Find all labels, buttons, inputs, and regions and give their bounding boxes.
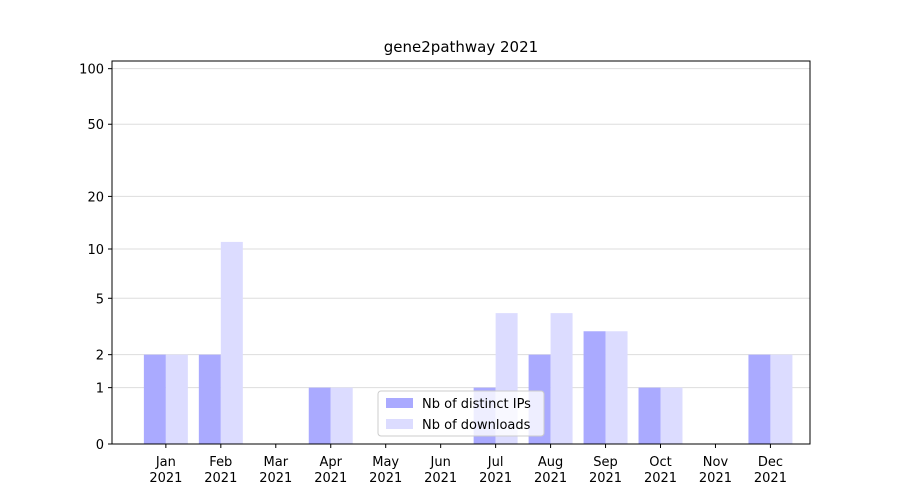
x-tick-label: Nov 2021 [699, 455, 732, 486]
x-tick-label: Dec 2021 [754, 455, 787, 486]
bar [605, 331, 628, 444]
bar [330, 387, 353, 444]
bar [583, 331, 606, 444]
x-tick-label: May 2021 [369, 455, 402, 486]
bar [220, 241, 243, 444]
x-tick-label: Mar 2021 [259, 455, 292, 486]
bar [165, 354, 188, 444]
legend-label: Nb of downloads [422, 418, 531, 433]
legend-box [377, 390, 545, 437]
bar [748, 354, 771, 444]
bar [198, 354, 221, 444]
x-tick-label: Aug 2021 [534, 455, 567, 486]
legend-swatch [386, 419, 413, 429]
y-tick-label: 1 [96, 382, 104, 397]
bar [143, 354, 166, 444]
bar [638, 387, 661, 444]
x-tick-label: Sep 2021 [589, 455, 622, 486]
y-tick-label: 20 [87, 190, 104, 205]
bar [770, 354, 793, 444]
legend-label: Nb of distinct IPs [422, 397, 531, 412]
y-tick-label: 100 [79, 63, 104, 78]
bar [660, 387, 683, 444]
y-tick-label: 50 [87, 118, 104, 133]
y-tick-label: 0 [96, 438, 104, 453]
y-tick-label: 5 [96, 292, 104, 307]
legend-swatch [386, 398, 413, 408]
x-tick-label: Jan 2021 [149, 455, 182, 486]
x-tick-label: Jul 2021 [479, 455, 512, 486]
bar [308, 387, 331, 444]
x-tick-label: Jun 2021 [424, 455, 457, 486]
bar [550, 313, 573, 444]
chart-title: gene2pathway 2021 [384, 38, 538, 56]
x-tick-label: Apr 2021 [314, 455, 347, 486]
plot-frame [111, 60, 811, 445]
x-tick-label: Feb 2021 [204, 455, 237, 486]
y-tick-label: 10 [87, 243, 104, 258]
x-tick-label: Oct 2021 [644, 455, 677, 486]
y-tick-label: 2 [96, 349, 104, 364]
